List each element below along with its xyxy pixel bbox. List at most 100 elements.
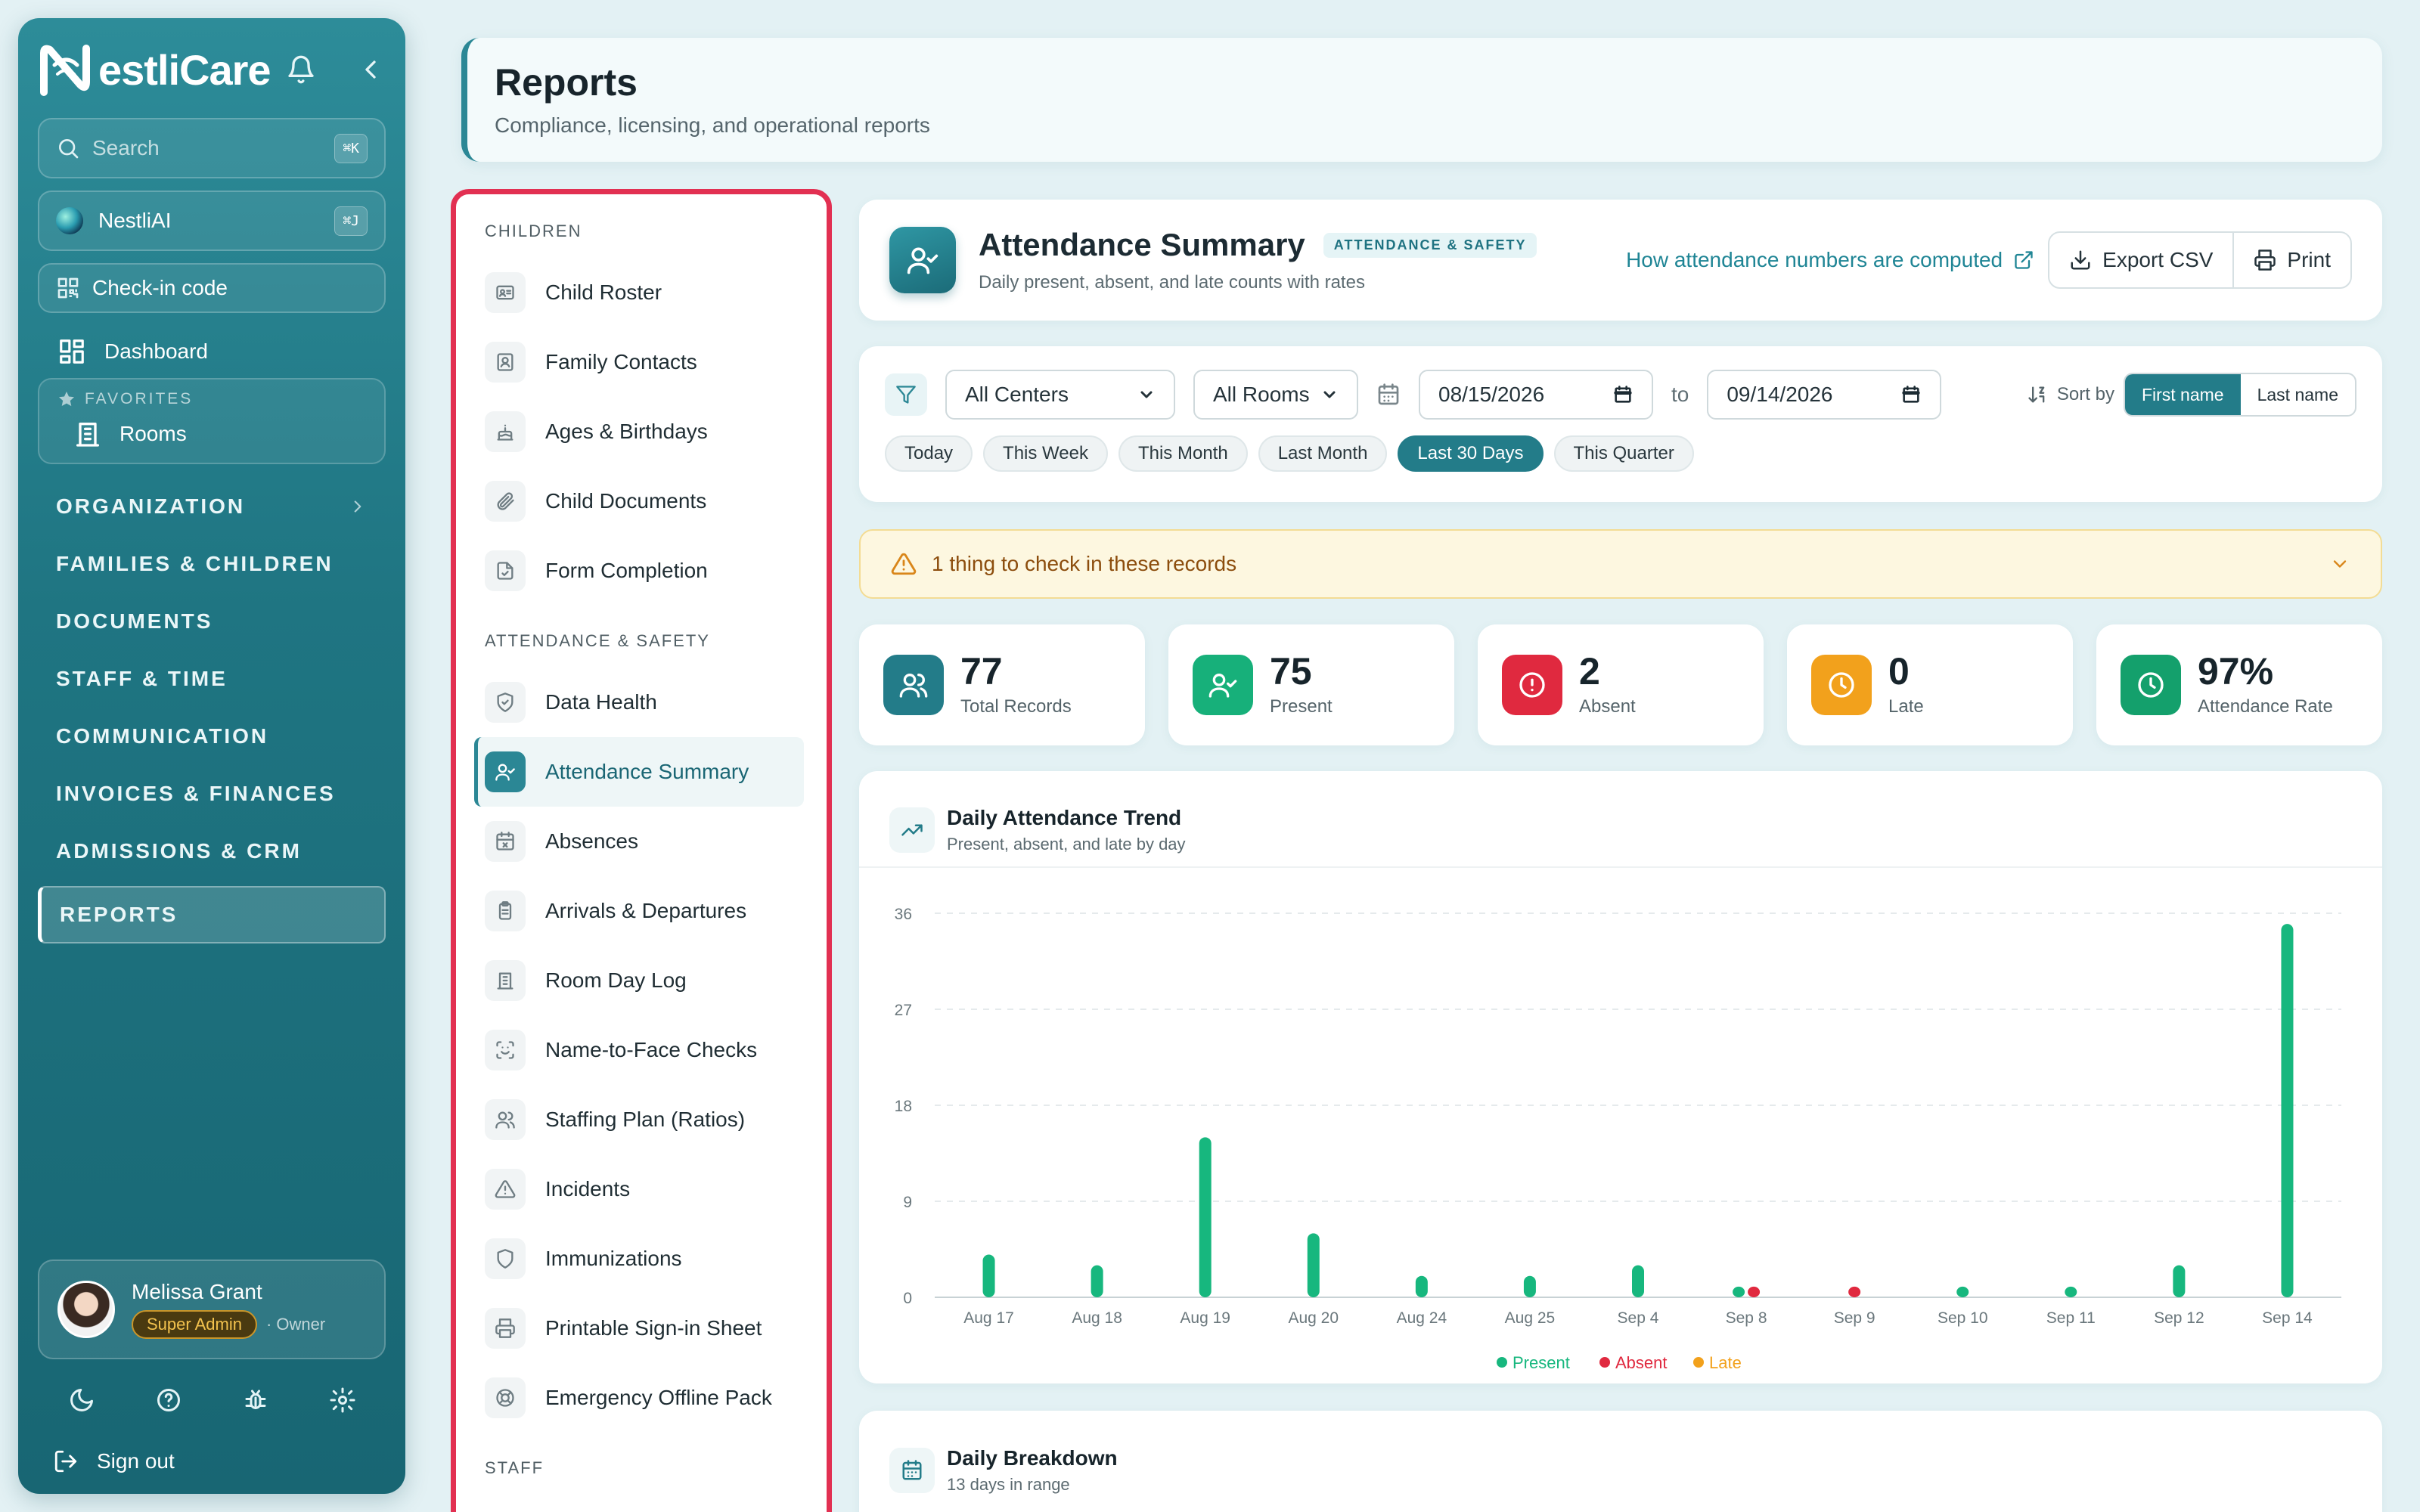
brand-logo[interactable]: estliCare xyxy=(38,42,271,97)
range-chip-last-month[interactable]: Last Month xyxy=(1258,435,1388,472)
print-label: Print xyxy=(2287,248,2331,271)
report-category-tag: ATTENDANCE & SAFETY xyxy=(1323,232,1537,258)
report-item-family-contacts[interactable]: Family Contacts xyxy=(479,327,804,397)
x-tick-label: Aug 18 xyxy=(1072,1309,1122,1327)
report-item-room-day-log[interactable]: Room Day Log xyxy=(479,946,804,1015)
sidebar-section-documents[interactable]: DOCUMENTS xyxy=(38,593,386,650)
quick-range-chips: Today This Week This Month Last Month Last 3… xyxy=(885,435,2356,472)
sort-label: Sort by xyxy=(2027,384,2114,405)
role-suffix: · Owner xyxy=(265,1315,326,1334)
report-item-icon-box xyxy=(485,1308,526,1349)
report-item-label: Child Documents xyxy=(545,489,707,513)
range-chip-last-30-days[interactable]: Last 30 Days xyxy=(1398,435,1544,472)
y-tick-label: 0 xyxy=(903,1290,912,1307)
calendar-picker-icon[interactable] xyxy=(1900,384,1922,405)
favorite-item-rooms[interactable]: Rooms xyxy=(57,419,366,449)
sign-out-button[interactable]: Sign out xyxy=(53,1448,175,1474)
dashboard-icon xyxy=(60,339,84,364)
sidebar-section-admissions-crm[interactable]: ADMISSIONS & CRM xyxy=(38,823,386,880)
sidebar-section-reports[interactable]: REPORTS xyxy=(38,886,386,943)
sidebar-section-communication[interactable]: COMMUNICATION xyxy=(38,708,386,765)
report-item-form-completion[interactable]: Form Completion xyxy=(479,536,804,606)
sort-option-first-name[interactable]: First name xyxy=(2124,374,2241,415)
gear-icon[interactable] xyxy=(329,1387,356,1414)
report-list: CHILDREN Child Roster Family Contacts Ages … xyxy=(451,189,832,1512)
report-item-printable-sign-in-sheet[interactable]: Printable Sign-in Sheet xyxy=(479,1294,804,1363)
room-select[interactable]: All Rooms xyxy=(1193,370,1358,420)
center-select[interactable]: All Centers xyxy=(945,370,1175,420)
y-tick-label: 18 xyxy=(895,1098,912,1115)
search-input[interactable]: Search ⌘K xyxy=(38,118,386,178)
lifebuoy-icon xyxy=(496,1389,514,1407)
bar-present xyxy=(1632,1265,1644,1297)
help-link[interactable]: How attendance numbers are computed xyxy=(1626,248,2034,272)
range-chip-this-week[interactable]: This Week xyxy=(983,435,1108,472)
date-from-input[interactable]: 08/15/2026 xyxy=(1419,370,1653,420)
report-item-label: Data Health xyxy=(545,690,657,714)
export-csv-button[interactable]: Export CSV xyxy=(2049,233,2232,287)
sidebar-item-dashboard[interactable]: Dashboard xyxy=(38,325,386,378)
search-icon xyxy=(59,139,79,159)
x-tick-label: Aug 25 xyxy=(1505,1309,1556,1327)
stat-icon-box xyxy=(1193,655,1253,715)
range-chip-today[interactable]: Today xyxy=(885,435,973,472)
range-chip-this-quarter[interactable]: This Quarter xyxy=(1553,435,1694,472)
moon-icon[interactable] xyxy=(68,1387,95,1414)
report-item-label: Room Day Log xyxy=(545,968,687,992)
sidebar-section-organization[interactable]: ORGANIZATION xyxy=(38,478,386,535)
chevron-down-icon[interactable] xyxy=(2329,553,2350,575)
x-tick-label: Sep 11 xyxy=(2046,1309,2096,1327)
range-chip-this-month[interactable]: This Month xyxy=(1118,435,1248,472)
sidebar-section-label: STAFF & TIME xyxy=(56,667,228,690)
stat-icon-box xyxy=(883,655,944,715)
report-item-ages-birthdays[interactable]: Ages & Birthdays xyxy=(479,397,804,466)
nestli-ai-button[interactable]: NestliAI ⌘J xyxy=(38,191,386,251)
report-item-label: Emergency Offline Pack xyxy=(545,1386,772,1409)
sidebar-section-staff-time[interactable]: STAFF & TIME xyxy=(38,650,386,708)
report-item-icon-box xyxy=(485,1030,526,1070)
stat-card-total-records: 77 Total Records xyxy=(859,624,1145,745)
report-item-label: Absences xyxy=(545,829,638,853)
report-item-arrivals-departures[interactable]: Arrivals & Departures xyxy=(479,876,804,946)
calendar-icon xyxy=(1378,383,1399,405)
report-item-child-documents[interactable]: Child Documents xyxy=(479,466,804,536)
report-item-name-to-face-checks[interactable]: Name-to-Face Checks xyxy=(479,1015,804,1085)
bell-icon[interactable] xyxy=(286,54,316,85)
report-item-data-health[interactable]: Data Health xyxy=(479,668,804,737)
bug-icon[interactable] xyxy=(242,1387,269,1414)
bar-present xyxy=(1956,1286,1969,1297)
sort-option-last-name[interactable]: Last name xyxy=(2257,384,2338,404)
sort-toggle: First name Last name xyxy=(2123,373,2356,417)
report-item-attendance-summary[interactable]: Attendance Summary xyxy=(474,737,804,807)
user-profile-card[interactable]: Melissa Grant Super Admin · Owner xyxy=(38,1259,386,1359)
stat-card-late: 0 Late xyxy=(1787,624,2073,745)
report-item-child-roster[interactable]: Child Roster xyxy=(479,258,804,327)
users-icon xyxy=(899,674,928,698)
date-to-input[interactable]: 09/14/2026 xyxy=(1707,370,1942,420)
help-circle-icon[interactable] xyxy=(155,1387,182,1414)
stat-label: Present xyxy=(1270,696,1333,717)
print-button[interactable]: Print xyxy=(2232,233,2350,287)
sign-out-label: Sign out xyxy=(97,1449,175,1473)
bar-present xyxy=(1415,1275,1428,1297)
users-icon xyxy=(495,1111,515,1129)
report-item-emergency-offline-pack[interactable]: Emergency Offline Pack xyxy=(479,1363,804,1433)
user-check-icon xyxy=(1208,674,1237,698)
sidebar-section-invoices-finances[interactable]: INVOICES & FINANCES xyxy=(38,765,386,823)
records-warning-banner[interactable]: 1 thing to check in these records xyxy=(859,529,2382,599)
report-item-absences[interactable]: Absences xyxy=(479,807,804,876)
bar-present xyxy=(1199,1137,1212,1297)
report-item-staffing-plan-ratios[interactable]: Staffing Plan (Ratios) xyxy=(479,1085,804,1154)
legend-label: Late xyxy=(1709,1353,1742,1372)
collapse-chevron-left-icon[interactable] xyxy=(355,54,386,85)
report-item-immunizations[interactable]: Immunizations xyxy=(479,1224,804,1294)
calendar-picker-icon[interactable] xyxy=(1612,384,1634,405)
sidebar-section-families-children[interactable]: FAMILIES & CHILDREN xyxy=(38,535,386,593)
alert-circle-icon xyxy=(1519,672,1545,698)
checkin-label: Check-in code xyxy=(92,276,228,299)
report-icon xyxy=(889,227,956,293)
report-item-incidents[interactable]: Incidents xyxy=(479,1154,804,1224)
printer-icon xyxy=(2254,249,2276,271)
checkin-code-button[interactable]: Check-in code xyxy=(38,263,386,313)
printer-icon xyxy=(495,1318,515,1338)
